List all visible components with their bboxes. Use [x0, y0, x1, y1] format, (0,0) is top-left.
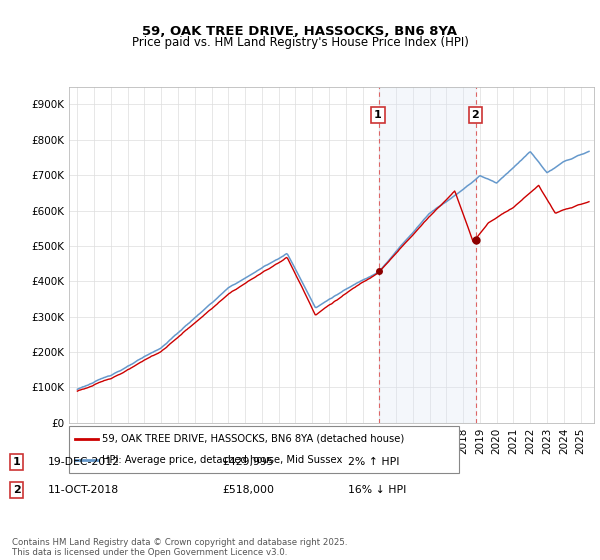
Text: 59, OAK TREE DRIVE, HASSOCKS, BN6 8YA: 59, OAK TREE DRIVE, HASSOCKS, BN6 8YA [143, 25, 458, 38]
Text: 19-DEC-2012: 19-DEC-2012 [48, 457, 120, 467]
FancyBboxPatch shape [69, 426, 459, 473]
Text: 16% ↓ HPI: 16% ↓ HPI [348, 485, 406, 495]
Text: 59, OAK TREE DRIVE, HASSOCKS, BN6 8YA (detached house): 59, OAK TREE DRIVE, HASSOCKS, BN6 8YA (d… [102, 434, 404, 444]
Text: 11-OCT-2018: 11-OCT-2018 [48, 485, 119, 495]
Text: HPI: Average price, detached house, Mid Sussex: HPI: Average price, detached house, Mid … [102, 455, 343, 465]
Text: Contains HM Land Registry data © Crown copyright and database right 2025.
This d: Contains HM Land Registry data © Crown c… [12, 538, 347, 557]
Text: £429,995: £429,995 [222, 457, 274, 467]
Text: 2: 2 [472, 110, 479, 120]
Text: 2% ↑ HPI: 2% ↑ HPI [348, 457, 400, 467]
Text: 1: 1 [13, 457, 20, 467]
Text: 2: 2 [13, 485, 20, 495]
Bar [379, 87, 476, 423]
Text: Price paid vs. HM Land Registry's House Price Index (HPI): Price paid vs. HM Land Registry's House … [131, 36, 469, 49]
Text: £518,000: £518,000 [222, 485, 274, 495]
Text: 1: 1 [374, 110, 382, 120]
